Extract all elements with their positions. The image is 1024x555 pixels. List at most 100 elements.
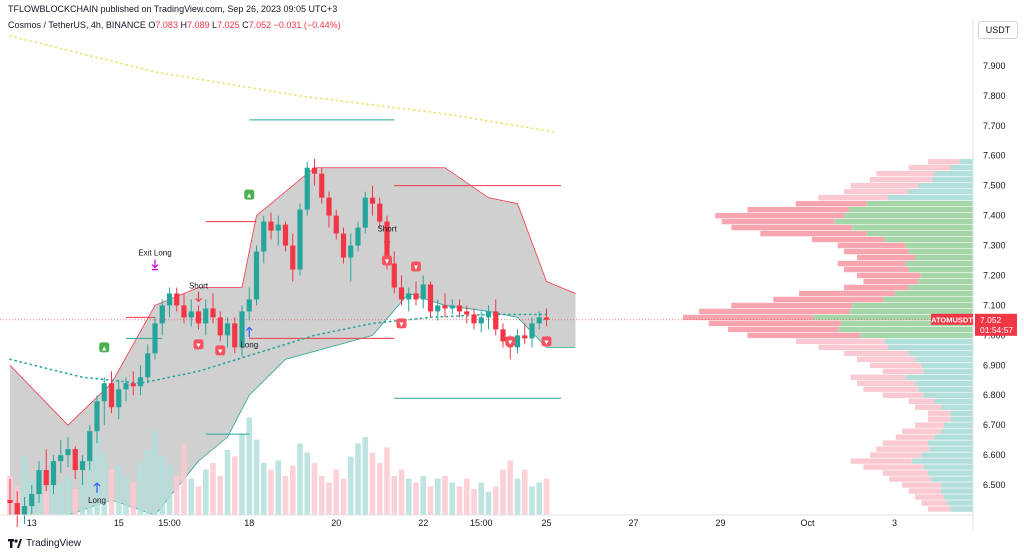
- volume-profile-up: [929, 446, 973, 452]
- volume-profile-up: [931, 176, 973, 183]
- sell-marker-glyph: ▼: [217, 348, 224, 355]
- volume-profile-down: [699, 308, 850, 315]
- volume-profile-down: [927, 506, 951, 512]
- ohlc-low-label: L: [212, 20, 218, 30]
- volume-profile-down: [683, 314, 814, 321]
- candle-body: [319, 173, 325, 198]
- volume-bar: [391, 476, 398, 515]
- volume-bar: [246, 417, 253, 515]
- volume-profile-up: [908, 188, 973, 195]
- volume-profile-up: [923, 464, 973, 470]
- time-tick-label: 29: [715, 518, 725, 528]
- candle-body: [50, 461, 57, 486]
- signal-label: Short: [189, 281, 209, 290]
- signals-layer: ▲ ▲ ▼ ▼ ▼ ▼ ▼ ▼ ▼ Long Exit Long Short Long Short: [88, 189, 552, 505]
- volume-profile-up: [950, 165, 973, 171]
- volume-bar: [362, 437, 369, 515]
- candle-body: [7, 500, 13, 504]
- time-tick-label: 3: [892, 518, 897, 528]
- volume-profile-up: [915, 254, 973, 261]
- candles-layer: [7, 158, 550, 527]
- volume-profile-down: [818, 344, 888, 351]
- volume-bar: [108, 469, 115, 515]
- tradingview-brand: TradingView: [8, 538, 81, 549]
- time-tick-label: 13: [27, 518, 37, 528]
- volume-bar: [369, 452, 376, 515]
- sell-marker-glyph: ▼: [398, 321, 405, 328]
- candle-body: [500, 329, 506, 342]
- exit-long-arrow-icon: [151, 259, 159, 271]
- volume-bar: [471, 489, 477, 515]
- volume-profile-up: [941, 404, 973, 410]
- price-tick-label: 7.100: [983, 300, 1006, 310]
- price-tick-label: 6.800: [983, 390, 1006, 400]
- signal-label: Long: [240, 340, 258, 349]
- volume-bar: [492, 486, 499, 515]
- candle-body: [543, 317, 550, 320]
- volume-profile-up: [887, 344, 973, 351]
- ohlc-high: 7.089: [186, 20, 210, 30]
- candle-body: [217, 317, 223, 336]
- volume-bar: [275, 460, 282, 515]
- volume-bar: [398, 469, 405, 515]
- candle-body: [188, 311, 194, 318]
- candle-body: [311, 167, 318, 174]
- buy-marker: [244, 189, 255, 200]
- volume-profile-up: [860, 332, 973, 339]
- candle-body: [377, 203, 383, 222]
- volume-profile-up: [908, 248, 973, 255]
- volume-profile-down: [799, 290, 895, 297]
- volume-profile-up: [894, 290, 973, 297]
- volume-profile-up: [959, 159, 973, 165]
- volume-profile-down: [844, 350, 909, 357]
- volume-profile-down: [882, 368, 924, 374]
- volume-profile-up: [944, 494, 973, 500]
- volume-profile-down: [844, 248, 909, 255]
- candle-body: [87, 431, 93, 462]
- candle-body: [406, 293, 412, 300]
- volume-profile-down: [876, 446, 930, 452]
- price-tick-label: 7.200: [983, 270, 1006, 280]
- volume-bar: [333, 469, 340, 515]
- candle-body: [362, 197, 368, 228]
- volume-profile-down: [927, 159, 960, 165]
- sell-marker-glyph: ▼: [384, 259, 391, 266]
- candle-body: [275, 224, 281, 231]
- candle-body: [137, 377, 144, 387]
- volume-profile-up: [813, 314, 973, 321]
- volume-profile-down: [795, 200, 867, 207]
- volume-bar: [376, 463, 383, 515]
- candle-body: [348, 245, 354, 258]
- volume-profile-down: [927, 410, 951, 416]
- volume-bar: [521, 469, 528, 515]
- volume-profile-up: [840, 320, 973, 327]
- volume-profile-up: [884, 236, 973, 243]
- volume-profile-layer: [683, 159, 973, 512]
- volume-profile-up: [950, 506, 973, 512]
- volume-profile-down: [869, 452, 922, 458]
- price-tick-label: 7.400: [983, 211, 1006, 221]
- candle-body: [493, 311, 499, 330]
- price-tick-label: 7.600: [983, 151, 1006, 161]
- ohlc-close: 7.052: [248, 20, 272, 30]
- volume-bar: [282, 476, 289, 515]
- volume-profile-up: [883, 296, 973, 303]
- sell-marker-glyph: ▼: [195, 342, 202, 349]
- publish-line: TFLOWBLOCKCHAIN published on TradingView…: [8, 4, 338, 14]
- sell-marker: [215, 345, 226, 356]
- volume-bar: [137, 460, 144, 515]
- volume-bar: [65, 476, 71, 515]
- volume-bar: [442, 476, 448, 515]
- volume-profile-down: [728, 326, 839, 333]
- volume-bar: [166, 465, 173, 515]
- volume-profile-down: [850, 458, 912, 464]
- candle-body: [297, 209, 303, 270]
- volume-profile-down: [850, 374, 906, 380]
- volume-bar: [152, 430, 158, 515]
- volume-profile-down: [857, 254, 915, 261]
- volume-profile-down: [773, 296, 884, 303]
- currency-button[interactable]: USDT: [978, 21, 1018, 39]
- volume-profile-up: [934, 434, 973, 440]
- candle-body: [471, 314, 477, 324]
